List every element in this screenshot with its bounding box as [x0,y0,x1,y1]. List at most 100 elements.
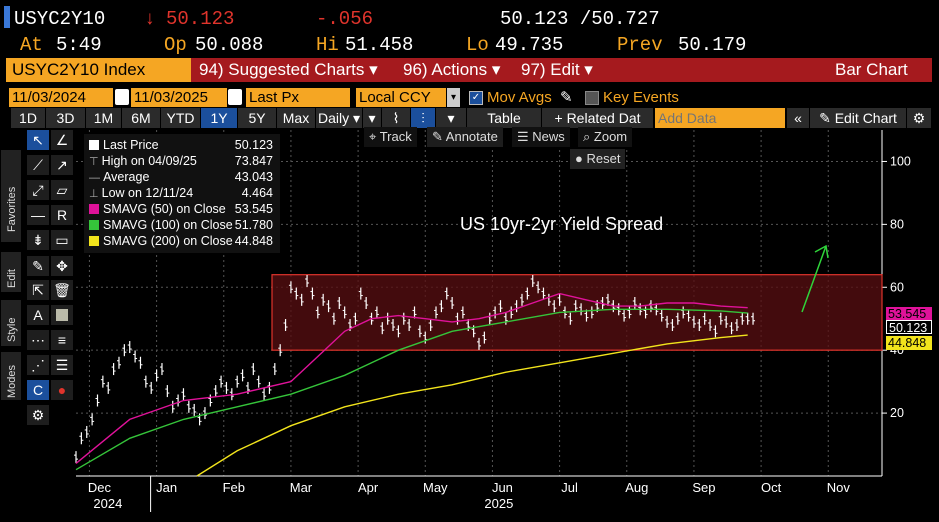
zoom-icon: ⌕ [583,129,594,144]
edit-chart-button[interactable]: ✎ Edit Chart [810,108,907,128]
dashed-icon[interactable]: ⋰ [27,355,49,375]
calendar-icon[interactable] [228,89,242,105]
moving-average-line [196,334,748,477]
text-tool-icon[interactable]: R [51,205,73,225]
high-label: Hi [316,34,339,56]
moving-average-line [75,308,748,471]
table-button[interactable]: Table [467,108,542,128]
tab-favorites[interactable]: Favorites [1,150,21,242]
moving-average-line [75,292,748,464]
brush-icon[interactable]: ✎ [27,256,49,276]
edit-menu[interactable]: 97) Edit ▾ [521,60,593,79]
news-button[interactable]: ☰ News [512,127,570,147]
tab-edit[interactable]: Edit [1,252,21,292]
low-label: Lo [466,34,489,56]
lines-icon[interactable]: ☰ [51,355,73,375]
mov-avgs-checkbox[interactable]: ✓ [469,91,483,105]
period-button-5y[interactable]: 5Y [238,108,277,128]
security-field[interactable]: USYC2Y10 Index [6,58,191,82]
key-events-checkbox[interactable] [585,91,599,105]
down-arrow-icon: ↓ [145,8,155,29]
chevron-down-icon[interactable]: ▾ [447,88,460,107]
price-type-select[interactable]: Last Px [246,88,350,107]
period-button-ytd[interactable]: YTD [161,108,201,128]
frequency-select[interactable]: Daily ▾ [316,108,363,128]
channel-icon[interactable]: ▱ [51,180,73,200]
period-button-1d[interactable]: 1D [11,108,46,128]
legend-marker: — [89,172,104,184]
suggested-charts-menu[interactable]: 94) Suggested Charts ▾ [199,60,378,79]
line-weight-icon[interactable]: ≡ [51,330,73,350]
segment-icon[interactable]: ⤢ [27,180,49,200]
line-style-icon[interactable]: ⋯ [27,330,49,350]
period-button-1m[interactable]: 1M [86,108,122,128]
period-button-1y[interactable]: 1Y [201,108,238,128]
legend-value: 43.043 [234,170,273,184]
pencil-icon[interactable]: ✎ [560,89,573,106]
x-tick-label: Apr [358,480,379,495]
high-value: 51.458 [345,34,414,56]
start-date-field[interactable]: 11/03/2024 [9,88,113,107]
collapse-icon[interactable]: « [787,108,810,128]
tab-style[interactable]: Style [1,300,21,346]
x-tick-label: Nov [827,480,851,495]
trend-line-icon[interactable]: ⟋ [27,155,49,175]
legend-marker [89,220,99,230]
last-price: 50.123 [166,8,235,30]
settings-gear-icon[interactable]: ⚙ [907,108,932,128]
add-data-input[interactable] [655,108,786,128]
font-icon[interactable]: A [27,305,49,325]
currency-select[interactable]: Local CCY [356,88,446,107]
horizontal-line-icon[interactable]: — [27,205,49,225]
fib-icon[interactable]: ⇟ [27,230,49,250]
legend-marker [89,140,99,150]
legend-row: SMAVG (200) on Close 44.848 [89,234,273,249]
legend-value: 73.847 [234,154,273,168]
rectangle-icon[interactable]: ▭ [51,230,73,250]
range-band [271,274,883,351]
pencil-icon: ✎ [819,110,835,126]
calendar-icon[interactable] [115,89,129,105]
legend-value: 44.848 [234,234,273,248]
chevron-down-icon[interactable]: ▾ [363,108,382,128]
period-button-3d[interactable]: 3D [46,108,86,128]
palette-icon[interactable]: ● [51,380,73,400]
move-icon[interactable]: ✥ [51,256,73,276]
gear-icon[interactable]: ⚙ [27,405,49,425]
ray-line-icon[interactable]: ↗ [51,155,73,175]
trash-icon[interactable]: 🗑 [51,280,73,300]
period-button-6m[interactable]: 6M [122,108,161,128]
actions-menu[interactable]: 96) Actions ▾ [403,60,501,79]
reset-button[interactable]: ● Reset [570,149,626,169]
legend-value: 4.464 [241,186,273,200]
annotate-button[interactable]: ✎ Annotate [427,127,503,147]
zoom-button[interactable]: ⌕ Zoom [578,127,633,147]
add-data-field[interactable] [655,108,786,128]
draw-line-icon[interactable]: ∠ [51,130,73,150]
related-data-button[interactable]: + Related Dat [542,108,654,128]
tab-modes[interactable]: Modes [1,352,21,400]
mov-avgs-label: Mov Avgs [487,89,552,106]
crosshair-mode-icon[interactable]: C [27,380,49,400]
crosshair-icon: ⌖ [369,129,380,144]
select-icon[interactable]: ⇱ [27,280,49,300]
news-label: News [532,129,565,144]
fill-color-icon[interactable] [51,305,73,325]
x-tick-label: Feb [223,480,245,495]
line-chart-icon[interactable]: ⌇ [382,108,411,128]
legend-row: SMAVG (50) on Close 53.545 [89,202,273,217]
pointer-icon[interactable]: ↖ [27,130,49,150]
track-button[interactable]: ⌖ Track [364,127,417,147]
end-date-field[interactable]: 11/03/2025 [131,88,227,107]
legend-label: SMAVG (100) on Close [103,218,233,232]
legend-label: Last Price [103,138,159,152]
legend-marker [89,236,99,246]
period-button-max[interactable]: Max [277,108,316,128]
reset-icon: ● [575,151,587,166]
legend-row: Last Price 50.123 [89,138,273,153]
prev-value: 50.179 [678,34,747,56]
x-tick-label: Aug [625,480,648,495]
bar-type-icon[interactable]: ⫶ [411,108,436,128]
chevron-down-icon[interactable]: ▾ [436,108,467,128]
